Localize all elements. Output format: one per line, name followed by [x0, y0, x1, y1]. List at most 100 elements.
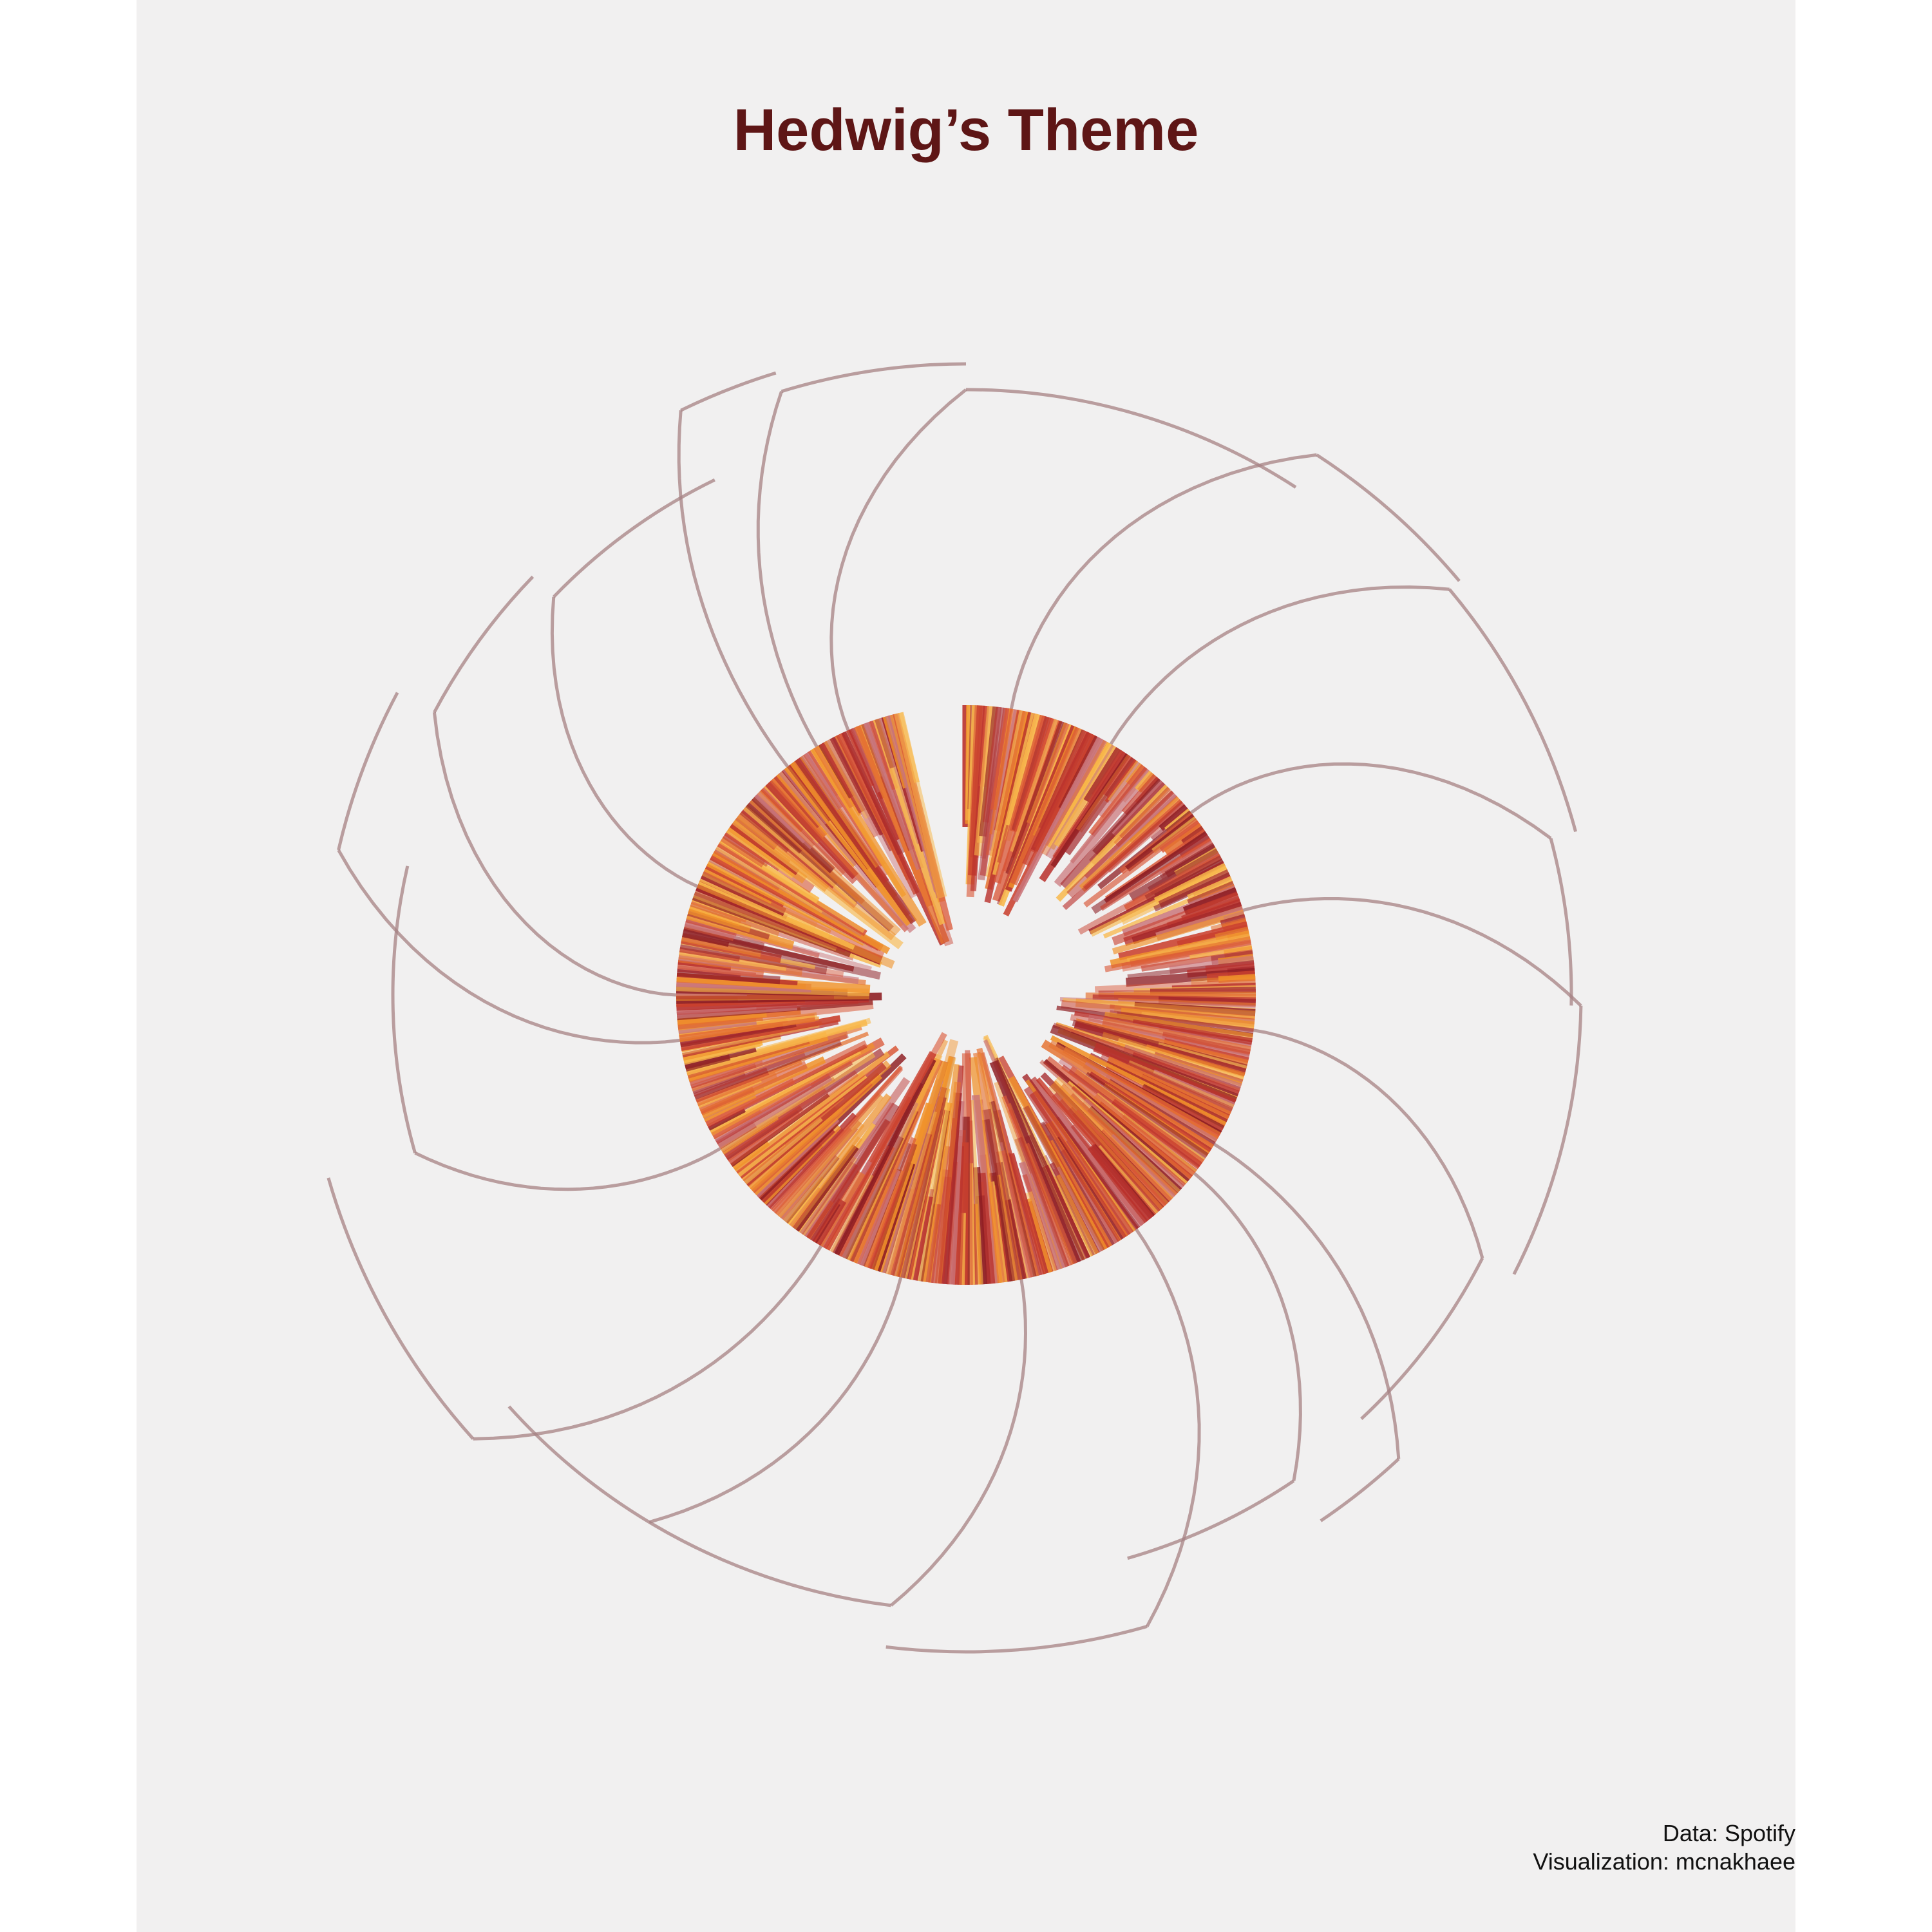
- section-spoke: [1109, 585, 1450, 745]
- caption-source: Data: Spotify: [1662, 1820, 1795, 1846]
- bar: [1022, 1174, 1058, 1272]
- section-arc: [648, 1520, 891, 1607]
- section-arc: [965, 388, 1297, 489]
- bar: [1005, 1199, 1027, 1280]
- bar: [1218, 974, 1256, 983]
- bar: [757, 790, 846, 877]
- bar: [821, 739, 882, 838]
- bar: [681, 936, 782, 963]
- section-arc: [391, 866, 417, 1153]
- bar: [683, 923, 765, 950]
- bar: [682, 1019, 839, 1057]
- bar: [915, 1102, 951, 1282]
- bar: [1145, 1044, 1245, 1077]
- section-spoke: [414, 1147, 721, 1191]
- bar: [676, 968, 781, 985]
- bar: [887, 1133, 933, 1276]
- bar: [1181, 826, 1206, 846]
- bar: [1058, 1149, 1121, 1244]
- bar: [1112, 909, 1245, 955]
- bar: [703, 1093, 757, 1122]
- bar: [1151, 1069, 1235, 1110]
- bar: [708, 1108, 746, 1131]
- bar: [1117, 1011, 1254, 1032]
- bar: [868, 719, 898, 790]
- bar: [704, 1040, 868, 1126]
- bar: [824, 738, 874, 819]
- section-arc: [781, 362, 967, 393]
- bar: [800, 752, 844, 811]
- bar: [792, 1144, 859, 1232]
- bars-layer: [676, 705, 1256, 1285]
- bar: [1040, 1164, 1090, 1261]
- bar: [1001, 1095, 1070, 1267]
- bar: [820, 741, 866, 814]
- bar: [1104, 939, 1252, 972]
- bar: [700, 871, 787, 916]
- bar: [851, 727, 885, 800]
- bar: [720, 833, 767, 868]
- section-arc: [1316, 453, 1461, 582]
- section-arc: [886, 1625, 1148, 1654]
- bar: [1191, 975, 1256, 988]
- bar: [1045, 739, 1107, 848]
- bar: [730, 1139, 770, 1171]
- bar: [1119, 786, 1171, 839]
- bar: [885, 1188, 916, 1276]
- bar: [690, 1063, 757, 1090]
- bar: [1045, 1122, 1122, 1242]
- bar: [931, 1176, 952, 1284]
- bar: [1121, 940, 1253, 972]
- bar: [1123, 853, 1223, 912]
- section-spoke: [829, 388, 967, 731]
- bar: [1112, 780, 1167, 838]
- caption: Data: Spotify Visualization: mcnakhaee: [1533, 1819, 1795, 1876]
- plot-panel: Hedwig’s Theme Data: Spotify Visualizati…: [137, 0, 1795, 1932]
- bar: [1029, 1090, 1134, 1236]
- section-arc: [553, 478, 715, 598]
- bar: [691, 1034, 848, 1092]
- caption-credit: Visualization: mcnakhaee: [1533, 1848, 1795, 1875]
- section-arc: [337, 692, 399, 851]
- section-arc: [507, 1405, 650, 1524]
- bar: [1050, 1035, 1227, 1127]
- bar: [1027, 1173, 1065, 1269]
- bar: [830, 1144, 890, 1253]
- section-spoke: [1253, 1028, 1484, 1259]
- bar: [730, 1093, 830, 1168]
- section-arc: [1360, 1257, 1484, 1421]
- section-spoke: [1242, 897, 1582, 1007]
- section-spoke: [1190, 762, 1552, 840]
- section-arc: [680, 371, 777, 412]
- bar: [693, 1038, 842, 1100]
- section-spoke: [1213, 1142, 1401, 1459]
- section-spoke: [889, 1279, 1028, 1607]
- bar: [1062, 800, 1185, 911]
- bar: [1064, 757, 1137, 856]
- bar: [709, 1049, 862, 1133]
- bar: [1007, 1075, 1108, 1252]
- bar: [1159, 804, 1189, 831]
- section-spoke: [649, 1276, 903, 1524]
- bar: [1187, 876, 1233, 902]
- bar: [1054, 768, 1153, 887]
- section-arc: [1512, 1005, 1583, 1275]
- section-arc: [1448, 588, 1578, 833]
- bar: [983, 706, 1002, 823]
- radial-chart: [327, 362, 1583, 1654]
- bar: [692, 891, 853, 958]
- bar: [802, 1160, 858, 1239]
- section-spoke: [1009, 453, 1317, 710]
- bar: [1162, 1032, 1251, 1056]
- bar: [1056, 784, 1170, 902]
- section-spoke: [677, 410, 790, 768]
- section-arcs-layer: [327, 362, 1583, 1654]
- bar: [689, 902, 780, 938]
- section-arc: [1320, 1457, 1400, 1522]
- bar: [786, 1176, 825, 1225]
- bar: [799, 1155, 858, 1236]
- section-arc: [1127, 1479, 1295, 1560]
- bar: [934, 1081, 961, 1284]
- bar: [832, 1082, 923, 1255]
- bar: [813, 744, 857, 809]
